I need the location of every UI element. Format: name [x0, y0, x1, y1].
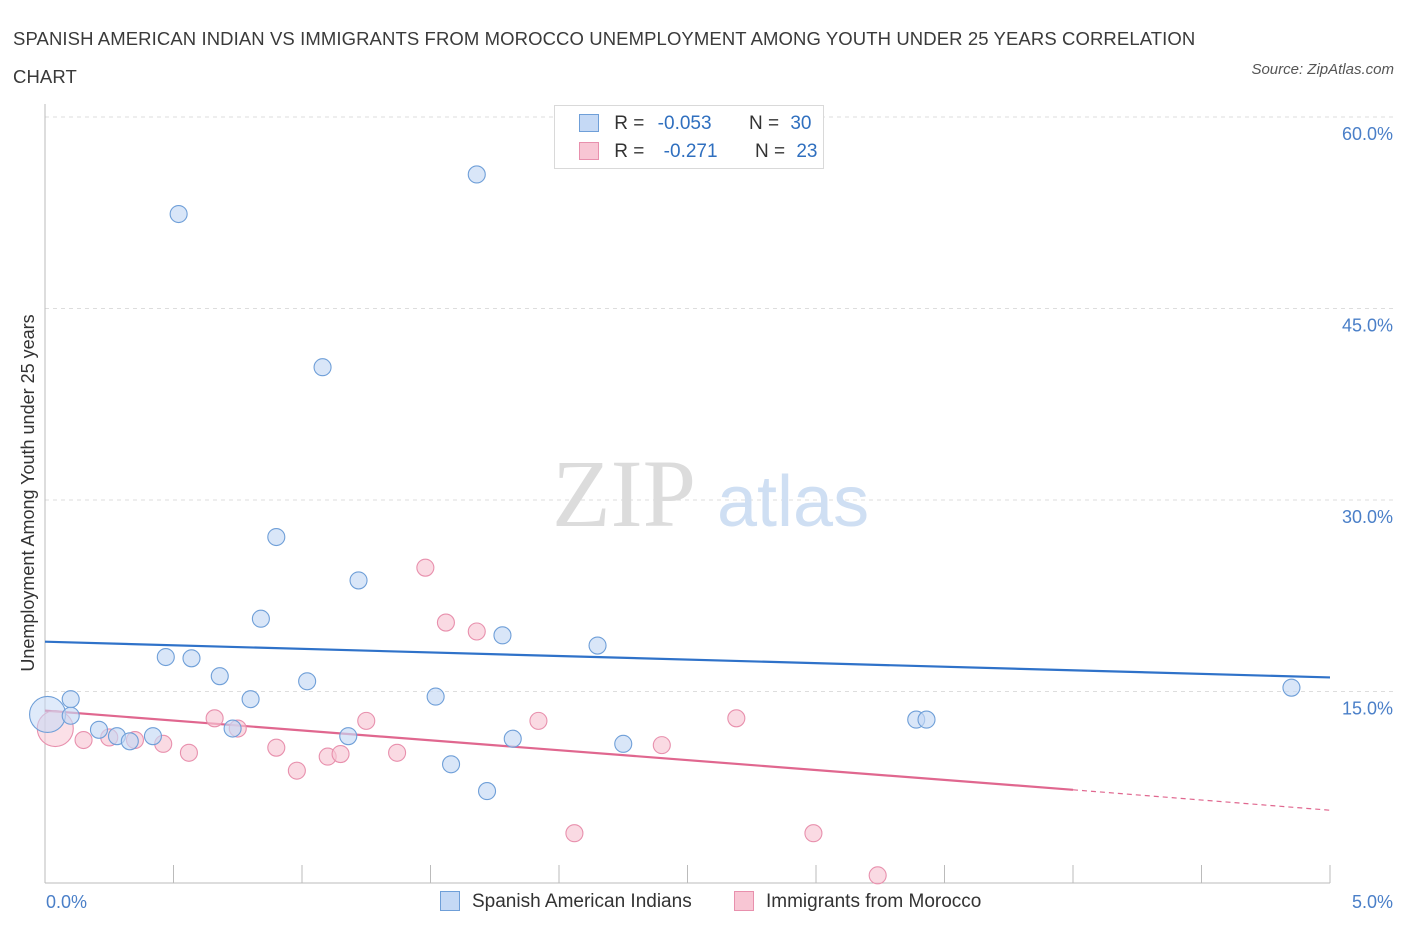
- point-spanish-american-indians: [313, 358, 332, 377]
- legend-label: Spanish American Indians: [472, 891, 692, 912]
- n-label: N =: [754, 141, 786, 162]
- r-value: -0.053: [657, 113, 712, 134]
- point-spanish-american-indians: [349, 571, 368, 590]
- point-immigrants-from-morocco: [436, 613, 455, 632]
- data-points: [29, 165, 1301, 885]
- point-spanish-american-indians: [182, 649, 201, 668]
- point-spanish-american-indians: [426, 687, 445, 706]
- r-label: R =: [614, 141, 645, 162]
- trend-line-spanish-american-indians: [44, 640, 1331, 679]
- legend-item-immigrants-from-morocco: Immigrants from Morocco: [734, 889, 981, 915]
- point-spanish-american-indians: [156, 647, 175, 667]
- point-immigrants-from-morocco: [267, 738, 286, 757]
- point-spanish-american-indians: [614, 734, 633, 753]
- point-immigrants-from-morocco: [287, 761, 306, 780]
- point-immigrants-from-morocco: [388, 743, 407, 762]
- point-spanish-american-indians: [298, 672, 317, 691]
- gridlines: [45, 116, 1395, 692]
- y-tick-label: 60.0%: [1342, 124, 1393, 144]
- tick-labels: 15.0% 30.0% 45.0% 60.0% 0.0% 5.0%: [46, 124, 1393, 912]
- watermark-zip: ZIP: [552, 440, 696, 547]
- point-spanish-american-indians: [467, 165, 486, 184]
- legend-row-pink: R = -0.271 N = 23: [579, 140, 817, 164]
- point-spanish-american-indians: [267, 527, 286, 547]
- point-immigrants-from-morocco: [868, 866, 887, 885]
- r-value: -0.271: [663, 141, 718, 162]
- point-immigrants-from-morocco: [74, 730, 93, 750]
- point-immigrants-from-morocco: [529, 711, 548, 730]
- point-spanish-american-indians: [339, 727, 358, 746]
- x-tick-label: 0.0%: [46, 892, 87, 912]
- point-spanish-american-indians: [223, 719, 242, 738]
- x-tick-label: 5.0%: [1352, 892, 1393, 912]
- n-label: N =: [748, 113, 780, 134]
- point-immigrants-from-morocco: [205, 709, 224, 728]
- y-tick-label: 45.0%: [1342, 316, 1393, 336]
- point-spanish-american-indians: [143, 727, 162, 746]
- correlation-legend: R = -0.053 N = 30 R = -0.271 N = 23: [554, 105, 824, 169]
- point-spanish-american-indians: [588, 636, 607, 655]
- point-spanish-american-indians: [917, 710, 936, 729]
- point-immigrants-from-morocco: [357, 711, 376, 730]
- point-spanish-american-indians: [503, 729, 522, 748]
- legend-label: Immigrants from Morocco: [766, 891, 982, 912]
- point-immigrants-from-morocco: [467, 622, 486, 641]
- point-immigrants-from-morocco: [331, 745, 350, 764]
- watermark-atlas: atlas: [717, 462, 869, 542]
- pink-swatch: [734, 891, 754, 911]
- point-spanish-american-indians: [120, 732, 139, 751]
- legend-item-spanish-american-indians: Spanish American Indians: [440, 889, 692, 915]
- blue-swatch: [440, 891, 460, 911]
- point-spanish-american-indians: [210, 667, 229, 686]
- point-spanish-american-indians: [61, 690, 80, 709]
- point-spanish-american-indians: [493, 626, 512, 645]
- point-immigrants-from-morocco: [804, 824, 823, 843]
- r-label: R =: [614, 113, 645, 134]
- y-tick-label: 30.0%: [1342, 507, 1393, 527]
- point-spanish-american-indians: [477, 782, 497, 801]
- point-spanish-american-indians: [241, 690, 260, 709]
- watermark: ZIP atlas: [552, 440, 869, 547]
- y-tick-label: 15.0%: [1342, 699, 1393, 719]
- n-value: 23: [796, 141, 818, 162]
- point-spanish-american-indians: [251, 609, 270, 628]
- point-immigrants-from-morocco: [727, 709, 746, 728]
- point-immigrants-from-morocco: [565, 824, 584, 843]
- point-immigrants-from-morocco: [652, 736, 671, 755]
- point-spanish-american-indians: [169, 204, 188, 224]
- chart-title: SPANISH AMERICAN INDIAN VS IMMIGRANTS FR…: [13, 28, 1196, 87]
- y-axis-label: Unemployment Among Youth under 25 years: [18, 314, 38, 671]
- point-spanish-american-indians: [61, 706, 80, 725]
- point-immigrants-from-morocco: [179, 743, 198, 762]
- pink-swatch: [579, 142, 599, 160]
- legend-row-blue: R = -0.053 N = 30: [579, 112, 811, 136]
- point-spanish-american-indians: [89, 720, 109, 739]
- point-immigrants-from-morocco: [416, 558, 435, 577]
- source-label: Source: ZipAtlas.com: [1251, 61, 1394, 78]
- point-spanish-american-indians: [1282, 678, 1301, 697]
- point-spanish-american-indians: [442, 755, 461, 774]
- point-spanish-american-indians: [29, 695, 67, 734]
- blue-swatch: [579, 114, 599, 132]
- trend-line-extension-immigrants-from-morocco: [1072, 789, 1331, 811]
- axes: [44, 104, 1331, 884]
- n-value: 30: [790, 113, 812, 134]
